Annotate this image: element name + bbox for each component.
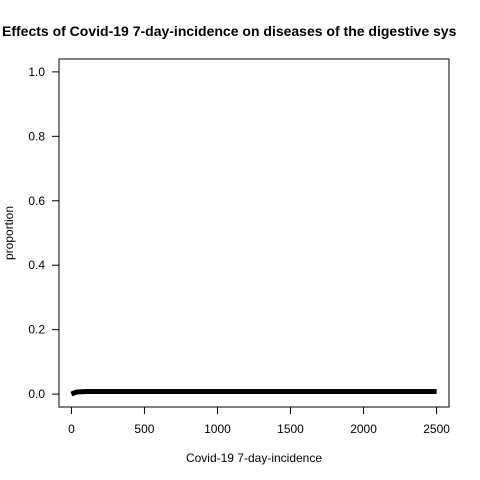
chart-title: Effects of Covid-19 7-day-incidence on d…	[2, 23, 457, 39]
x-tick-label: 2500	[423, 422, 450, 436]
series-layer	[70, 389, 437, 397]
y-tick-label: 0.4	[28, 258, 45, 272]
y-tick-label: 0.6	[28, 194, 45, 208]
series-line-0	[70, 389, 437, 397]
x-tick-label: 0	[68, 422, 75, 436]
y-axis: 0.0 0.2 0.4 0.6 0.8 1.0	[28, 65, 60, 401]
x-tick-label: 500	[134, 422, 154, 436]
x-tick-label: 1500	[277, 422, 304, 436]
x-axis-title: Covid-19 7-day-incidence	[186, 451, 322, 465]
y-tick-label: 0.0	[28, 387, 45, 401]
y-axis-title: proportion	[2, 206, 16, 260]
y-tick-label: 0.2	[28, 323, 45, 337]
x-tick-label: 1000	[204, 422, 231, 436]
x-axis: 0 500 1000 1500 2000 2500	[68, 406, 450, 436]
y-tick-label: 0.8	[28, 129, 45, 143]
y-tick-label: 1.0	[28, 65, 45, 79]
plot-frame	[58, 58, 450, 408]
x-tick-label: 2000	[350, 422, 377, 436]
